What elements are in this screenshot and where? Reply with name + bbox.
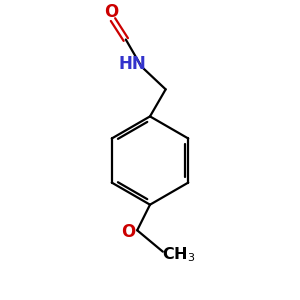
- Text: O: O: [122, 223, 136, 241]
- Text: HN: HN: [118, 55, 146, 73]
- Text: CH$_3$: CH$_3$: [162, 245, 195, 264]
- Text: O: O: [104, 3, 119, 21]
